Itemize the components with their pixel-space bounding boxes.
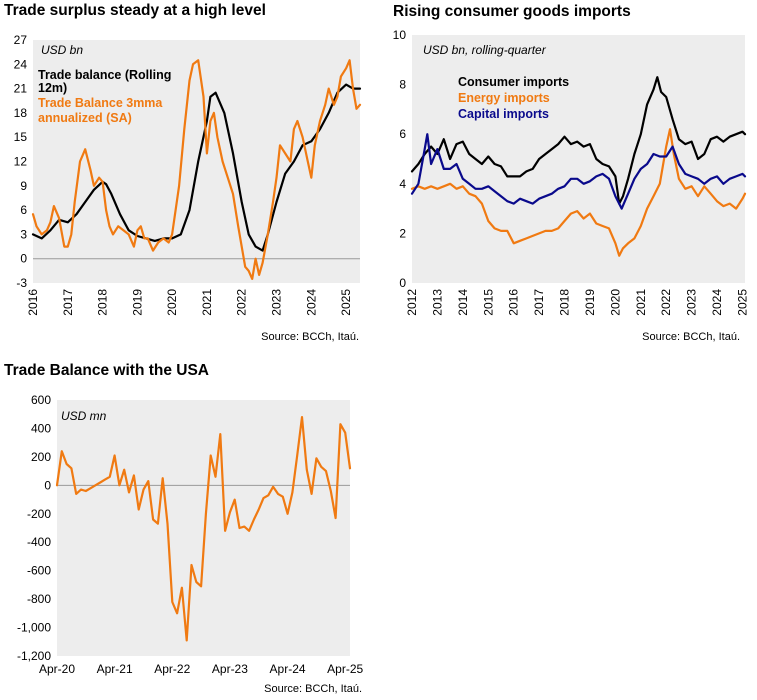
chart1-y-tick-label: 12 [14, 155, 28, 169]
chart2-x-tick-label: 2013 [430, 289, 444, 316]
chart1-y-tick-label: 6 [20, 203, 27, 217]
chart2-legend-entry-2: Energy imports [458, 91, 550, 105]
chart2-y-tick-label: 8 [399, 78, 406, 92]
chart1-y-tick-label: 3 [20, 227, 27, 241]
chart2-y-tick-label: 4 [399, 177, 406, 191]
chart2-legend-entry-1: Consumer imports [458, 75, 569, 89]
chart3-y-tick-label: -1,200 [17, 649, 51, 663]
chart1-y-tick-label: 9 [20, 179, 27, 193]
chart2-x-tick-label: 2015 [481, 289, 495, 316]
chart3-x-tick-label: Apr-24 [270, 662, 306, 676]
chart1-y-tick-label: -3 [16, 276, 27, 290]
chart3-plot-area [57, 400, 350, 656]
chart2-x-tick-label: 2024 [710, 289, 724, 316]
chart1-y-tick-label: 15 [14, 130, 28, 144]
chart1-x-tick-label: 2024 [304, 289, 318, 316]
chart1-x-tick-label: 2023 [270, 289, 284, 316]
chart2-x-tick-label: 2021 [634, 289, 648, 316]
chart2-title: Rising consumer goods imports [393, 3, 631, 20]
chart1-series-line-2 [31, 59, 362, 280]
chart3-y-tick-label: -200 [27, 507, 51, 521]
chart2-y-tick-label: 0 [399, 276, 406, 290]
chart2-x-tick-label: 2025 [735, 289, 749, 316]
chart1-title: Trade surplus steady at a high level [4, 2, 266, 19]
chart1-y-tick-label: 0 [20, 252, 27, 266]
chart1-x-tick-label: 2020 [165, 289, 179, 316]
chart2-source: Source: BCCh, Itaú. [642, 331, 740, 343]
chart1-unit-label: USD bn [41, 43, 83, 57]
chart2-x-tick-label: 2017 [532, 289, 546, 316]
chart3-y-tick-label: 200 [31, 450, 51, 464]
chart3-unit-label: USD mn [61, 409, 107, 423]
chart2-x-tick-label: 2012 [405, 289, 419, 316]
chart2-x-tick-label: 2016 [507, 289, 521, 316]
chart2-x-tick-label: 2014 [456, 289, 470, 316]
chart2-series-line-2 [410, 128, 747, 257]
chart1-x-tick-label: 2025 [339, 289, 353, 316]
chart3-x-tick-label: Apr-25 [327, 662, 363, 676]
chart1-legend-entry-2: annualized (SA) [38, 111, 132, 125]
chart1-y-tick-label: 21 [14, 82, 28, 96]
chart3-x-tick-label: Apr-22 [154, 662, 190, 676]
chart1-y-tick-label: 18 [14, 106, 28, 120]
chart3-x-tick-label: Apr-20 [39, 662, 75, 676]
chart3-series-line-1 [55, 416, 352, 642]
chart1-legend-entry-1: Trade balance (Rolling [38, 68, 171, 82]
chart1-x-tick-label: 2022 [235, 289, 249, 316]
chart1-x-tick-label: 2019 [130, 289, 144, 316]
chart2-x-tick-label: 2022 [659, 289, 673, 316]
chart3-x-tick-label: Apr-21 [97, 662, 133, 676]
chart2-legend-entry-3: Capital imports [458, 107, 549, 121]
chart3-source: Source: BCCh, Itaú. [264, 683, 362, 695]
chart3-y-tick-label: -1,000 [17, 621, 51, 635]
chart3-y-tick-label: 600 [31, 393, 51, 407]
chart1-legend-entry-2: Trade Balance 3mma [38, 96, 163, 110]
chart3-y-tick-label: 0 [44, 478, 51, 492]
chart3-y-tick-label: -800 [27, 592, 51, 606]
chart2-x-tick-label: 2019 [583, 289, 597, 316]
chart3-y-tick-label: -400 [27, 535, 51, 549]
chart2-series-line-3 [410, 133, 747, 210]
chart2-x-tick-label: 2018 [558, 289, 572, 316]
chart3-title: Trade Balance with the USA [4, 362, 209, 379]
chart1-x-tick-label: 2021 [200, 289, 214, 316]
chart3-x-tick-label: Apr-23 [212, 662, 248, 676]
chart2-x-tick-label: 2023 [685, 289, 699, 316]
chart1-x-tick-label: 2017 [61, 289, 75, 316]
chart1-y-tick-label: 27 [14, 33, 28, 47]
chart2-y-tick-label: 6 [399, 127, 406, 141]
chart2-y-tick-label: 2 [399, 226, 406, 240]
chart3-y-tick-label: -600 [27, 564, 51, 578]
chart2-y-tick-label: 10 [393, 28, 407, 42]
chart2-unit-label: USD bn, rolling-quarter [423, 43, 547, 57]
chart2-x-tick-label: 2020 [608, 289, 622, 316]
chart1-x-tick-label: 2018 [96, 289, 110, 316]
chart3-y-tick-label: 400 [31, 421, 51, 435]
chart1-y-tick-label: 24 [14, 57, 28, 71]
chart2-plot-area [412, 35, 745, 283]
chart1-source: Source: BCCh, Itaú. [261, 331, 359, 343]
chart2-series-line-1 [410, 76, 747, 205]
chart1-x-tick-label: 2016 [26, 289, 40, 316]
chart1-legend-entry-1: 12m) [38, 81, 67, 95]
